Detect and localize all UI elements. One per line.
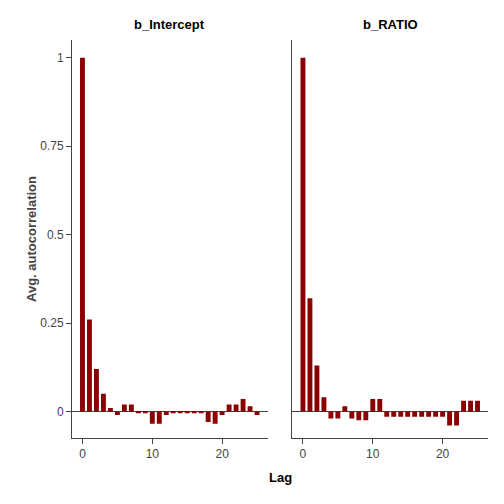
- svg-text:0.25: 0.25: [40, 316, 64, 330]
- svg-text:0.5: 0.5: [47, 228, 64, 242]
- svg-text:10: 10: [366, 447, 380, 461]
- svg-text:0: 0: [57, 405, 64, 419]
- svg-text:0.75: 0.75: [40, 139, 64, 153]
- svg-text:Avg. autocorrelation: Avg. autocorrelation: [24, 176, 39, 302]
- svg-text:0: 0: [79, 447, 86, 461]
- svg-text:b_RATIO: b_RATIO: [363, 17, 418, 32]
- svg-text:20: 20: [215, 447, 229, 461]
- svg-text:1: 1: [57, 51, 64, 65]
- svg-text:0: 0: [300, 447, 307, 461]
- svg-text:Lag: Lag: [269, 470, 292, 485]
- svg-text:10: 10: [146, 447, 160, 461]
- svg-text:b_Intercept: b_Intercept: [134, 17, 205, 32]
- svg-text:20: 20: [436, 447, 450, 461]
